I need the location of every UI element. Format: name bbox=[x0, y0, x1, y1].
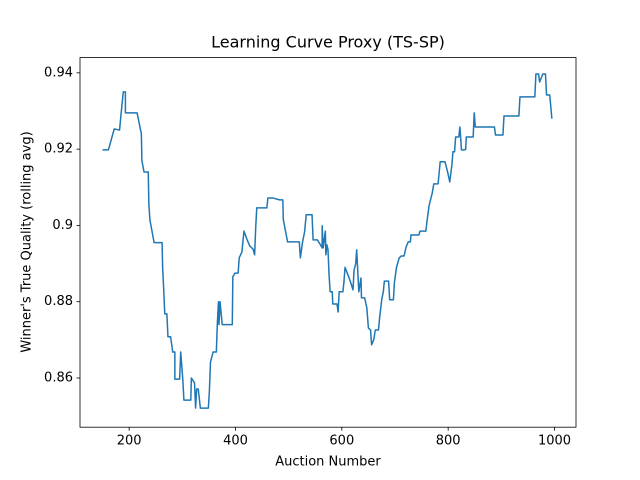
y-tick-label: 0.86 bbox=[44, 370, 73, 385]
data-line bbox=[102, 73, 553, 409]
y-tick-label: 0.94 bbox=[44, 65, 73, 80]
y-tick-label: 0.88 bbox=[44, 294, 73, 309]
x-tick-label: 1000 bbox=[538, 434, 571, 449]
x-tick-label: 200 bbox=[117, 434, 142, 449]
y-tick-label: 0.92 bbox=[44, 142, 73, 157]
y-tick-label: 0.9 bbox=[52, 218, 73, 233]
x-axis-label: Auction Number bbox=[275, 455, 381, 470]
x-tick-label: 800 bbox=[436, 434, 461, 449]
axes-frame bbox=[79, 57, 577, 428]
x-tick-label: 400 bbox=[223, 434, 248, 449]
chart-title: Learning Curve Proxy (TS-SP) bbox=[211, 33, 445, 52]
x-tick-label: 600 bbox=[329, 434, 354, 449]
y-axis-label: Winner's True Quality (rolling avg) bbox=[20, 131, 35, 352]
